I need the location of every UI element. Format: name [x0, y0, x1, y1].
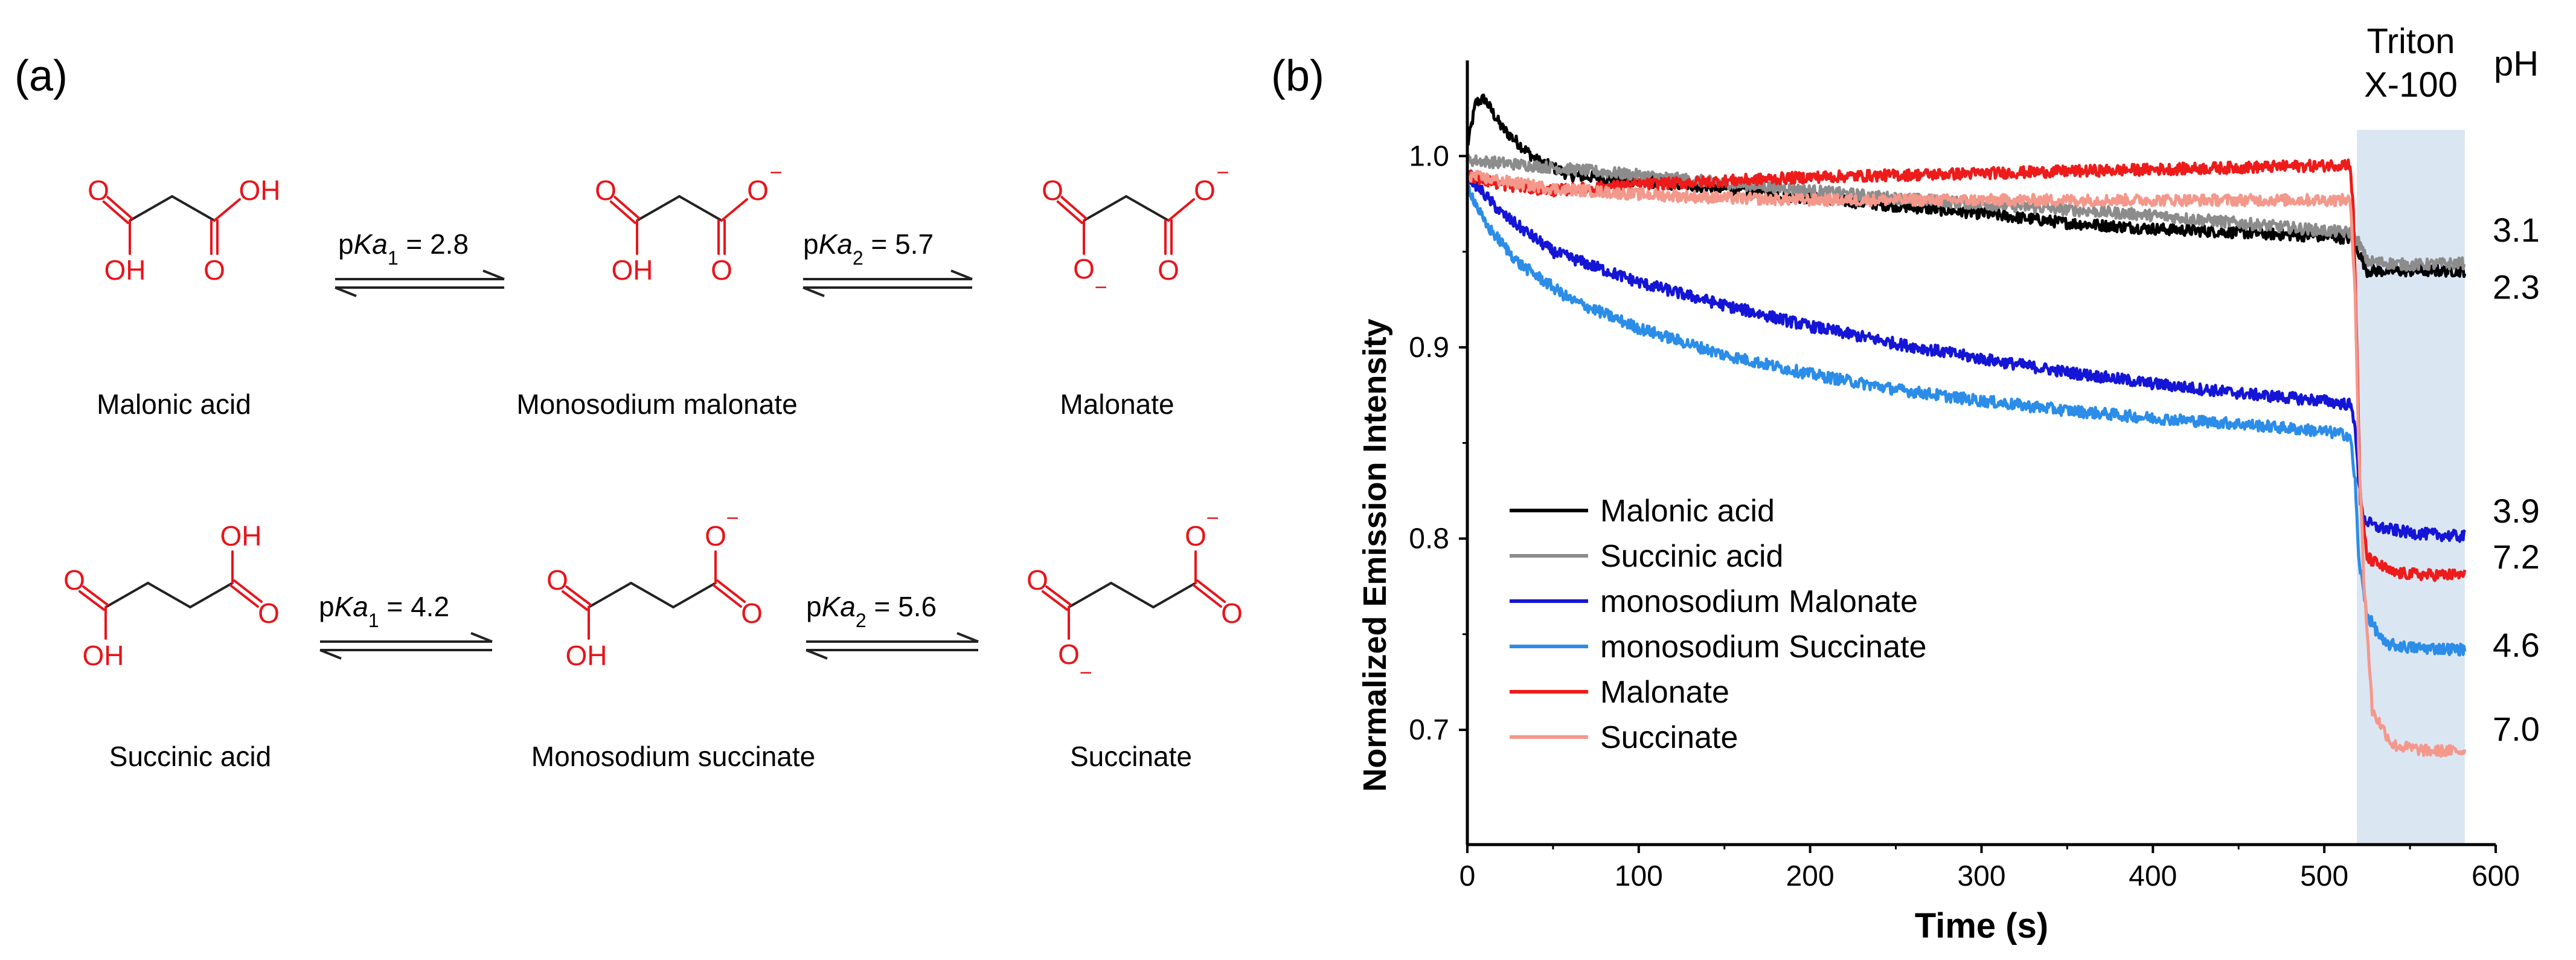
malonic-acid-name: Malonic acid	[97, 388, 251, 420]
negative-charge: −	[1206, 506, 1219, 530]
ph-labels: 2.3 3.1 3.9 4.6 7.2 7.0	[2493, 211, 2540, 748]
y-tick-label: 0.7	[1409, 714, 1449, 746]
y-tick-label: 0.8	[1409, 523, 1449, 555]
ph-header: pH	[2494, 44, 2539, 83]
legend-label: monosodium Succinate	[1600, 630, 1927, 665]
hydroxyl-group: OH	[566, 640, 607, 671]
negative-charge: −	[1094, 275, 1107, 300]
panel-b-label: (b)	[1271, 52, 1324, 100]
legend-label: Malonate	[1600, 675, 1729, 710]
hydroxyl-group: OH	[83, 640, 124, 671]
ph-value-label: 3.1	[2493, 211, 2540, 249]
svg-text:pKa2 = 5.6: pKa2 = 5.6	[806, 591, 937, 631]
series-line-5	[1466, 170, 2467, 758]
equilibrium-pka1-malonic: pKa1 = 2.8	[335, 228, 505, 297]
equilibrium-pka1-succinic: pKa1 = 4.2	[319, 591, 493, 660]
malonic-acid-structure: O OH O OH	[88, 175, 280, 286]
y-ticks: 0.7 0.8 0.9 1.0	[1409, 140, 1467, 746]
hydroxyl-group: OH	[612, 254, 653, 286]
oxygen-atom: O	[747, 175, 769, 206]
monosodium-succinate-name: Monosodium succinate	[531, 741, 815, 772]
ph-value-label: 4.6	[2493, 626, 2540, 664]
oxygen-atom: O	[203, 254, 225, 286]
y-tick-label: 1.0	[1409, 140, 1449, 172]
ph-value-label: 7.0	[2493, 710, 2540, 748]
hydroxyl-group: OH	[239, 175, 281, 206]
oxygen-atom: O	[1058, 639, 1080, 670]
oxygen-atom: O	[1194, 175, 1216, 206]
oxygen-atom: O	[1073, 253, 1095, 285]
succinic-acid-name: Succinic acid	[109, 741, 271, 772]
monosodium-malonate-structure: OOH OO−	[595, 160, 782, 286]
x-tick-label: 0	[1459, 860, 1476, 892]
oxygen-atom: O	[1158, 254, 1179, 286]
x-tick-label: 600	[2472, 860, 2520, 892]
x-tick-label: 400	[2129, 860, 2177, 892]
oxygen-atom: O	[1185, 520, 1206, 552]
legend: Malonic acid Succinic acid monosodium Malo…	[1510, 494, 1927, 755]
x-tick-label: 500	[2300, 860, 2348, 892]
series-layer	[1466, 93, 2467, 758]
svg-text:pKa2 = 5.7: pKa2 = 5.7	[803, 228, 934, 269]
negative-charge: −	[769, 160, 782, 185]
ph-value-label: 3.9	[2493, 492, 2540, 530]
equilibrium-pka2-malonic: pKa2 = 5.7	[803, 228, 973, 297]
succinate-name: Succinate	[1070, 741, 1192, 772]
negative-charge: −	[1079, 660, 1092, 685]
hydroxyl-group: OH	[104, 254, 146, 286]
oxygen-atom: O	[1042, 175, 1063, 206]
legend-label: Succinic acid	[1600, 539, 1783, 574]
ph-value-label: 2.3	[2493, 268, 2540, 306]
series-line-4	[1466, 158, 2467, 582]
y-tick-label: 0.9	[1409, 332, 1449, 364]
oxygen-atom: O	[711, 254, 732, 286]
oxygen-atom: O	[258, 598, 280, 629]
triton-shaded-region	[2357, 130, 2465, 845]
oxygen-atom: O	[1221, 598, 1243, 629]
oxygen-atom: O	[1027, 564, 1048, 596]
svg-text:pKa1 = 2.8: pKa1 = 2.8	[338, 228, 469, 269]
series-line-2	[1466, 170, 2466, 543]
negative-charge: −	[726, 506, 739, 530]
panel-b: (b) Triton X-100 pH 0 100 200 300 400 500 600 …	[1271, 22, 2540, 946]
x-tick-label: 100	[1615, 860, 1663, 892]
legend-label: Succinate	[1600, 720, 1738, 755]
y-axis-label: Normalized Emission Intensity	[1357, 318, 1393, 791]
x-ticks: 0 100 200 300 400 500 600	[1459, 845, 2520, 892]
equilibrium-pka2-succinic: pKa2 = 5.6	[806, 591, 979, 660]
series-line-3	[1466, 181, 2467, 657]
malonate-name: Malonate	[1060, 388, 1174, 420]
oxygen-atom: O	[705, 520, 726, 552]
oxygen-atom: O	[546, 564, 568, 596]
legend-label: Malonic acid	[1600, 494, 1775, 529]
succinate-structure: OO−OO−	[1027, 506, 1243, 685]
svg-text:pKa1 = 4.2: pKa1 = 4.2	[319, 591, 449, 631]
oxygen-atom: O	[595, 175, 617, 206]
ph-value-label: 7.2	[2493, 538, 2540, 576]
x-axis-label: Time (s)	[1915, 906, 2048, 946]
panel-a: (a) OOH OOH OOH OO− OO−OO− pKa1 = 2.8 pKa2…	[14, 52, 1243, 772]
succinic-acid-structure: O OH O OH	[63, 520, 280, 671]
negative-charge: −	[1216, 160, 1229, 185]
legend-label: monosodium Malonate	[1600, 584, 1918, 619]
x-tick-label: 200	[1786, 860, 1834, 892]
panel-a-label: (a)	[14, 52, 68, 100]
x-tick-label: 300	[1957, 860, 2005, 892]
oxygen-atom: O	[741, 598, 763, 629]
oxygen-atom: O	[63, 564, 85, 596]
triton-label-line2: X-100	[2364, 65, 2458, 105]
oxygen-atom: O	[88, 175, 109, 206]
monosodium-malonate-name: Monosodium malonate	[516, 388, 797, 420]
malonate-structure: OO−OO−	[1042, 160, 1229, 300]
triton-label-line1: Triton	[2366, 22, 2455, 61]
hydroxyl-group: OH	[220, 520, 262, 552]
